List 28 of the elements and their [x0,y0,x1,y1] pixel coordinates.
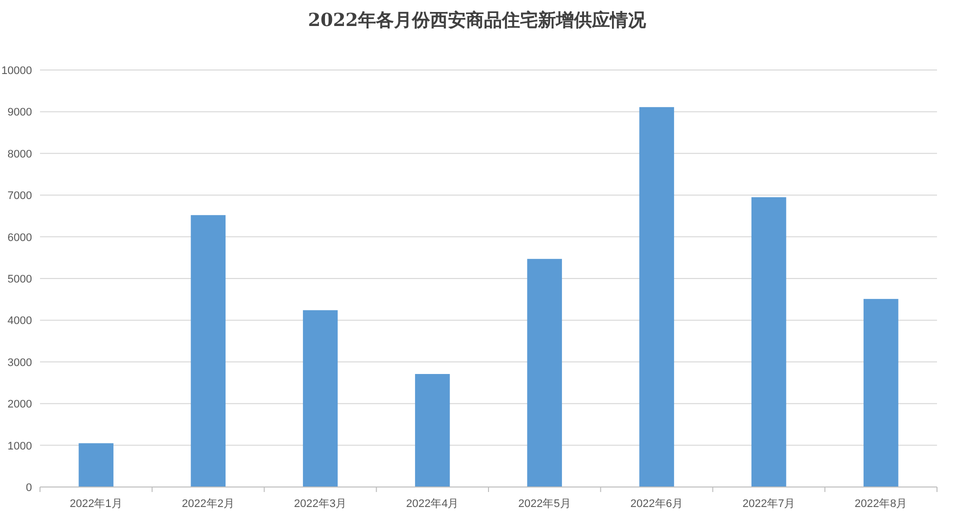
x-tick-label: 2022年7月 [742,498,796,510]
y-tick-label: 5000 [8,274,32,286]
y-tick-label: 7000 [8,190,32,202]
y-tick-label: 4000 [8,315,32,328]
x-tick-label: 2022年6月 [630,498,683,510]
bar [527,258,562,487]
bar [302,310,338,487]
x-tick-label: 2022年3月 [294,498,347,510]
x-tick-label: 2022年2月 [182,498,234,510]
chart-title: 2022年各月份西安商品住宅新增供应情况 [308,10,648,31]
x-tick-label: 2022年8月 [854,498,908,510]
bar [78,443,114,487]
y-tick-label: 9000 [8,106,32,119]
bar [751,197,786,487]
x-tick-label: 2022年5月 [518,498,571,510]
y-tick-label: 6000 [8,232,32,244]
y-tick-label: 10000 [1,65,32,77]
x-tick-label: 2022年1月 [70,498,122,510]
bar [190,215,226,487]
bar [415,374,450,487]
y-tick-label: 0 [26,482,32,494]
bar [864,298,898,487]
y-tick-label: 3000 [8,356,32,369]
bar [639,107,674,487]
y-tick-label: 8000 [8,148,32,160]
x-tick-label: 2022年4月 [406,498,459,510]
y-tick-label: 2000 [8,398,32,411]
y-tick-label: 1000 [8,440,32,452]
